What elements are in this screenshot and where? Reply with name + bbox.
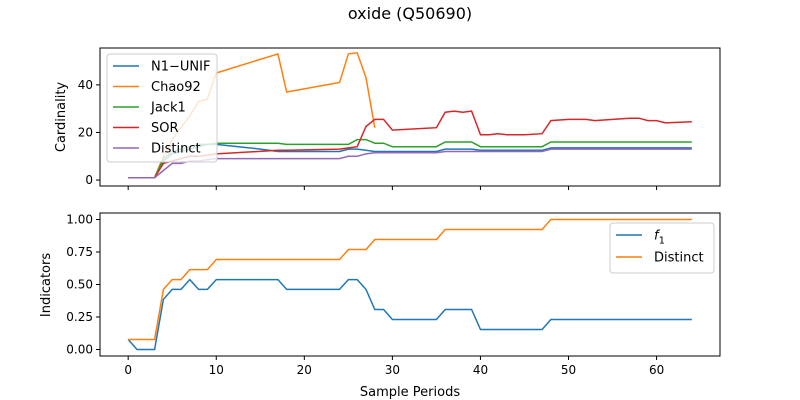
indicators-y-tick-label: 0.00 (66, 343, 93, 357)
indicators-y-tick-label: 0.25 (66, 310, 93, 324)
indicators-y-tick-label: 0.75 (66, 245, 93, 259)
indicators-legend: f1 Distinct (609, 222, 715, 274)
indicators-series-f-line (127, 278, 692, 351)
x-tick-label: 10 (209, 363, 224, 377)
cardinality-legend-label: N1−UNIF (151, 60, 210, 75)
x-axis-label: Sample Periods (360, 385, 460, 400)
cardinality-y-tick-label: 40 (78, 78, 93, 92)
indicators-legend-label: f1 (654, 229, 665, 247)
indicators-panel: 0 10 20 30 40 50 60 0.00 0.25 0.50 0.75 1.00 Indica… (39, 212, 721, 400)
x-tick-label: 30 (385, 363, 400, 377)
cardinality-y-tick-label: 0 (85, 173, 93, 187)
indicators-y-axis-label: Indicators (39, 253, 54, 317)
cardinality-plot-frame (99, 47, 721, 187)
indicators-y-tick-label: 0.50 (66, 278, 93, 292)
indicators-series-distinct-line (128, 218, 692, 341)
cardinality-legend-label: Distinct (151, 142, 201, 157)
cardinality-legend-label: SOR (151, 121, 179, 136)
x-tick-label: 60 (649, 363, 664, 377)
cardinality-legend-label: Chao92 (151, 80, 201, 95)
indicators-legend-label: Distinct (654, 251, 704, 266)
x-tick-label: 0 (124, 363, 132, 377)
indicators-y-tick-label: 1.00 (66, 213, 93, 227)
cardinality-series-distinct-line (128, 148, 692, 179)
x-tick-label: 20 (297, 363, 312, 377)
figure-title: oxide (Q50690) (348, 4, 472, 23)
cardinality-legend-label: Jack1 (150, 101, 186, 116)
cardinality-y-tick-label: 20 (78, 125, 93, 139)
cardinality-panel: 0 20 40 Cardinality N1−UNIF Chao92 Jack1 SOR D… (54, 47, 721, 190)
cardinality-y-axis-label: Cardinality (54, 82, 69, 153)
cardinality-legend: N1−UNIF Chao92 Jack1 SOR Distinct (106, 53, 218, 163)
x-tick-label: 50 (561, 363, 576, 377)
x-tick-label: 40 (473, 363, 488, 377)
